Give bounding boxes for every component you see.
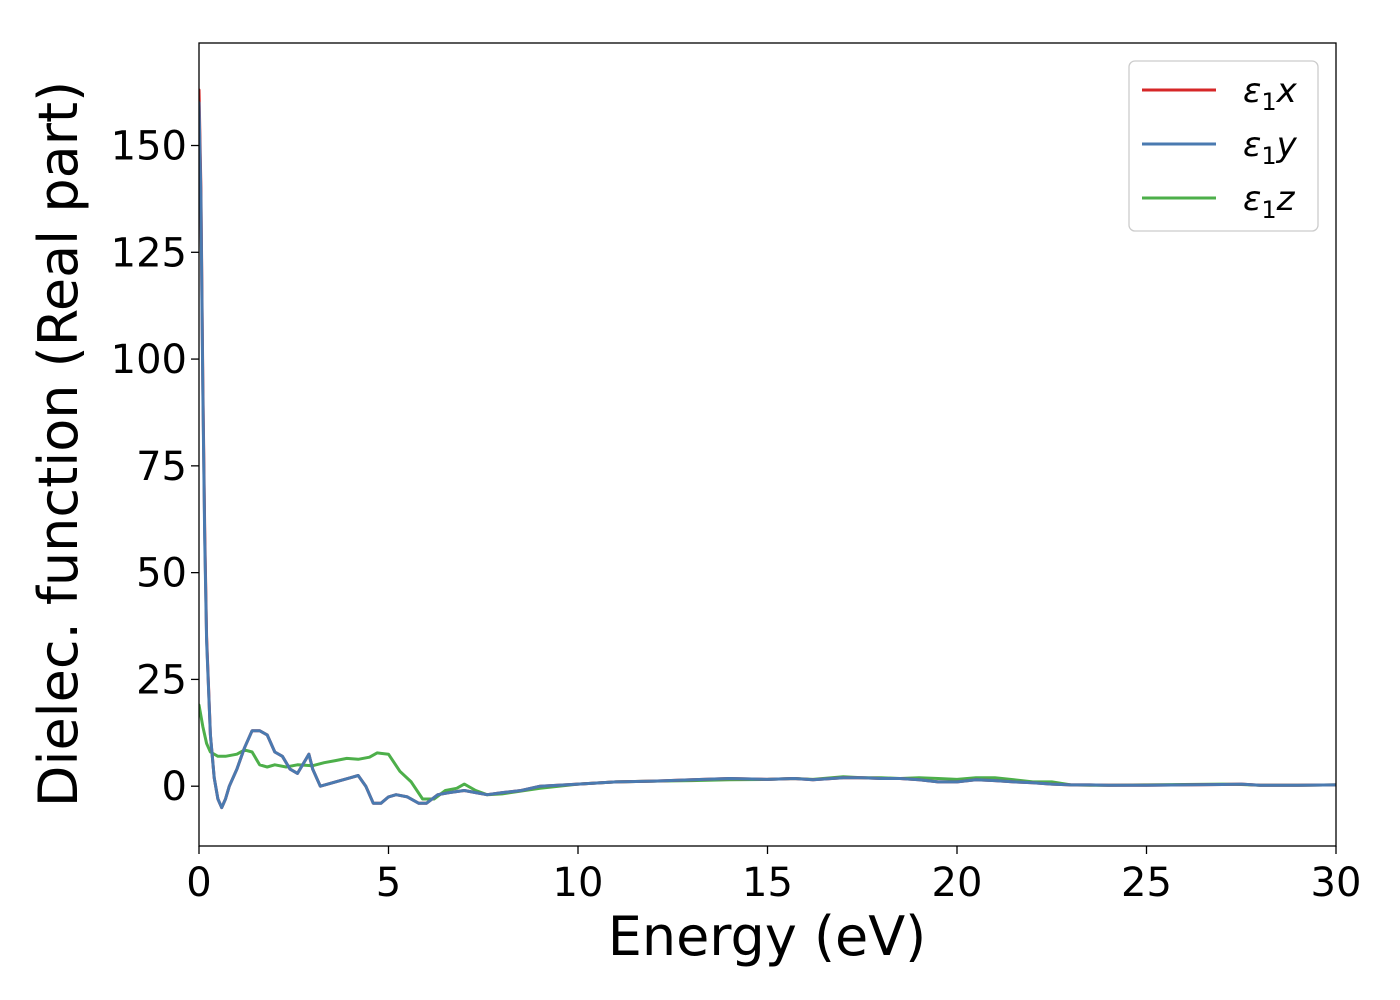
x-axis-label: Energy (eV) [608, 905, 927, 968]
legend-frame [1128, 60, 1319, 232]
y-tick-label: 50 [136, 551, 187, 597]
y-tick-label: 150 [111, 124, 187, 170]
legend-label-y: ε1y [1243, 125, 1298, 170]
series-layer [199, 88, 1336, 810]
series-line-y [199, 101, 1336, 810]
y-tick-label: 0 [162, 764, 187, 810]
y-tick-label: 25 [136, 657, 187, 703]
x-tick-label: 30 [1311, 860, 1362, 906]
y-tick-label: 125 [111, 230, 187, 276]
y-tick-label: 75 [136, 444, 187, 490]
x-tick-label: 5 [376, 860, 401, 906]
legend-label-x: ε1x [1243, 71, 1298, 116]
x-tick-label: 20 [932, 860, 983, 906]
x-tick-label: 25 [1121, 860, 1172, 906]
x-tick-label: 15 [742, 860, 793, 906]
x-tick-label: 0 [186, 860, 211, 906]
legend-label-z: ε1z [1243, 179, 1296, 224]
x-axis-ticks: 0 5 10 15 20 25 30 [186, 846, 1361, 906]
x-tick-label: 10 [553, 860, 604, 906]
y-axis-label: Dielec. function (Real part) [27, 81, 90, 807]
y-axis-ticks: 0 25 50 75 100 125 150 [111, 124, 199, 810]
y-tick-label: 100 [111, 337, 187, 383]
legend: ε1x ε1y ε1z [1128, 60, 1319, 232]
